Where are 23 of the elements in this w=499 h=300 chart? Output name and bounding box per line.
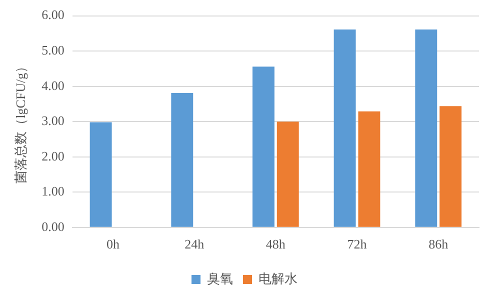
y-tick-label: 4.00 (42, 78, 64, 93)
x-tick-label: 0h (106, 236, 120, 252)
bar (334, 30, 356, 227)
y-axis-title: 菌落总数（lgCFU/g） (13, 60, 28, 184)
bar (90, 122, 112, 227)
legend-label: 电解水 (258, 270, 298, 286)
bar (252, 66, 274, 227)
legend-label: 臭氧 (207, 270, 233, 286)
y-tick-label: 2.00 (42, 148, 64, 164)
y-tick-label: 5.00 (42, 42, 64, 58)
bar (358, 111, 380, 227)
bar (276, 122, 299, 227)
x-tick-label: 48h (266, 236, 286, 252)
y-tick-label: 3.00 (42, 113, 64, 128)
x-tick-label: 86h (428, 236, 449, 252)
x-tick-label: 72h (347, 236, 368, 252)
x-tick-label: 24h (184, 236, 205, 252)
bar (171, 93, 194, 227)
y-tick-label: 1.00 (42, 184, 64, 199)
y-tick-label: 6.00 (42, 7, 64, 22)
y-tick-label: 0.00 (42, 218, 64, 234)
bar (440, 106, 462, 227)
bar (415, 30, 438, 227)
